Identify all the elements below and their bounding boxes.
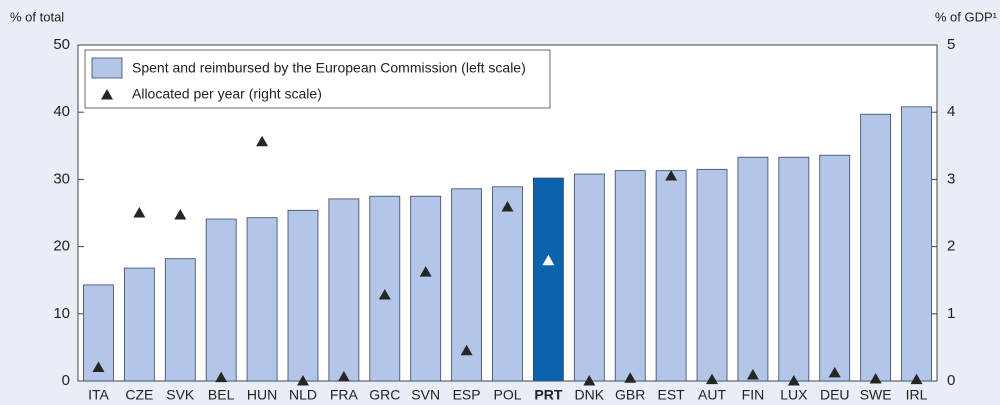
legend-label: Spent and reimbursed by the European Com… [132, 60, 526, 76]
bar [655, 170, 687, 382]
x-tick-label: ITA [88, 387, 109, 403]
y-tick-label: 20 [53, 238, 70, 255]
legend-label: Allocated per year (right scale) [132, 86, 322, 102]
triangle-marker [869, 372, 882, 384]
y2-tick-label: 3 [947, 170, 955, 187]
triangle-marker [378, 288, 391, 300]
triangle-marker [460, 344, 473, 356]
x-tick-label: HUN [247, 387, 277, 403]
x-tick-label: FIN [742, 387, 765, 403]
bar [492, 186, 523, 382]
triangle-marker [419, 266, 432, 277]
bar [901, 106, 932, 382]
x-tick-label: FRA [330, 387, 359, 403]
bar [778, 156, 810, 382]
x-tick-label: IRL [906, 387, 928, 403]
bar [860, 113, 892, 382]
bar [287, 209, 319, 382]
triangle-marker [174, 209, 187, 220]
x-tick-label: PRT [534, 387, 562, 403]
triangle-marker [256, 135, 269, 147]
x-tick-label: BEL [208, 387, 235, 403]
triangle-marker [296, 375, 309, 386]
bar [696, 168, 728, 382]
triangle-marker [133, 207, 146, 218]
y2-tick-label: 5 [947, 36, 955, 53]
bar [246, 217, 278, 382]
bar [328, 198, 360, 382]
triangle-marker [706, 373, 719, 385]
bar [164, 258, 196, 382]
triangle-marker [746, 368, 759, 380]
bar [573, 173, 605, 382]
x-tick-label: NLD [289, 387, 317, 403]
x-tick-label: GBR [615, 387, 645, 403]
triangle-marker [910, 373, 923, 385]
x-tick-label: AUT [698, 387, 726, 403]
x-tick-label: EST [658, 387, 686, 403]
x-tick-label: POL [493, 387, 521, 403]
y-tick-label: 40 [53, 103, 70, 120]
x-tick-label: LUX [780, 387, 808, 403]
y2-tick-label: 0 [947, 372, 955, 389]
triangle-marker [337, 370, 350, 382]
bar [533, 177, 564, 382]
y-tick-label: 30 [53, 170, 70, 187]
x-tick-label: ESP [453, 387, 481, 403]
x-tick-label: SVK [166, 387, 195, 403]
y-axis-label: % of total [10, 9, 64, 24]
bar [614, 170, 646, 382]
x-tick-label: GRC [369, 387, 400, 403]
triangle-marker [828, 366, 841, 378]
y2-tick-label: 4 [947, 103, 955, 120]
triangle-marker [92, 361, 105, 373]
x-tick-label: DEU [820, 387, 850, 403]
triangle-marker [542, 254, 555, 266]
legend-marker [101, 89, 113, 100]
legend-swatch [91, 57, 123, 79]
bar [737, 156, 769, 382]
x-tick-label: SVN [411, 387, 440, 403]
triangle-marker [501, 200, 514, 212]
y-tick-label: 0 [62, 372, 70, 389]
bar [369, 195, 401, 382]
bar [819, 154, 851, 382]
bar [410, 195, 442, 382]
x-tick-label: CZE [125, 387, 153, 403]
triangle-marker [583, 375, 596, 386]
y-tick-label: 50 [53, 36, 70, 53]
legend-frame [84, 49, 551, 109]
x-tick-label: DNK [575, 387, 605, 403]
triangle-marker [665, 170, 678, 181]
triangle-marker [787, 375, 800, 386]
bar [123, 267, 155, 382]
bar [205, 218, 237, 382]
y2-tick-label: 1 [947, 305, 955, 322]
x-tick-label: SWE [860, 387, 892, 403]
triangle-marker [624, 372, 637, 383]
y2-axis-label: % of GDP¹ [935, 9, 998, 24]
y2-tick-label: 2 [947, 238, 955, 255]
triangle-marker [215, 371, 228, 383]
y-tick-label: 10 [53, 305, 70, 322]
